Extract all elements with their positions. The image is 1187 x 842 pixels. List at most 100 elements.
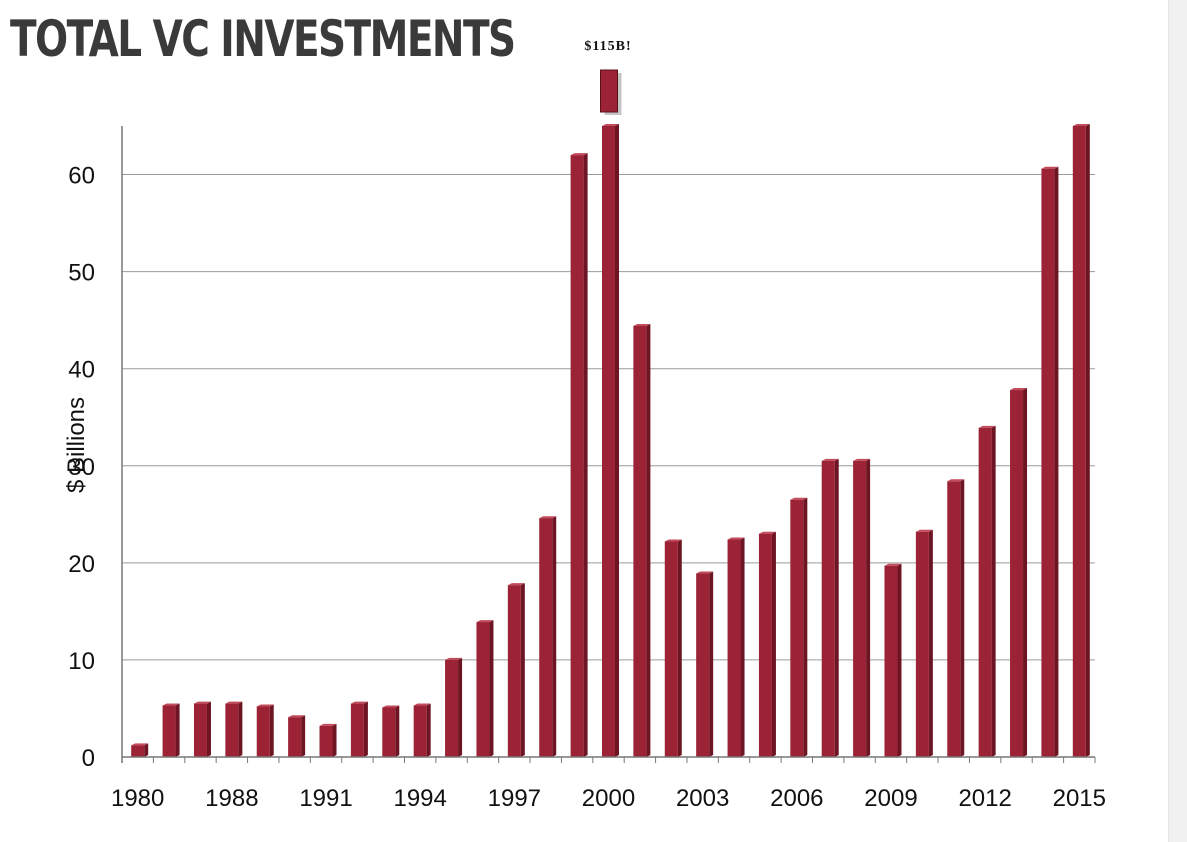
bar-side xyxy=(332,723,337,757)
bar xyxy=(978,425,996,757)
bar-top xyxy=(350,701,368,704)
x-tick-label: 2006 xyxy=(770,785,823,812)
bar-top xyxy=(915,529,933,532)
bar-face xyxy=(915,531,929,757)
bar-top xyxy=(288,715,306,718)
bar-top xyxy=(1041,166,1059,169)
bar-top xyxy=(978,425,996,428)
bar xyxy=(539,516,557,757)
bar-top xyxy=(507,583,525,586)
axes xyxy=(121,126,1096,763)
bar xyxy=(350,701,368,757)
bar xyxy=(570,153,588,758)
bar-top xyxy=(476,620,494,623)
bar xyxy=(382,705,400,757)
bar xyxy=(727,537,745,757)
bar-top xyxy=(225,701,243,704)
bar xyxy=(947,479,965,757)
bar-side xyxy=(426,703,431,757)
bar-face xyxy=(1010,390,1024,757)
bar-side xyxy=(740,537,745,757)
bar-face xyxy=(256,706,270,757)
bar xyxy=(1041,166,1059,757)
bar xyxy=(319,723,337,757)
y-tick-label: 40 xyxy=(68,357,95,384)
bar xyxy=(1010,388,1028,757)
bar-face xyxy=(853,460,867,757)
x-tick-label: 2015 xyxy=(1053,785,1106,812)
bar-face xyxy=(413,705,427,757)
bar-side xyxy=(269,704,274,757)
bar-side xyxy=(175,703,180,757)
bar-top xyxy=(319,723,337,726)
bar xyxy=(256,704,274,757)
bar-face xyxy=(947,481,961,757)
x-tick-label: 2000 xyxy=(582,785,635,812)
x-tick-label: 1988 xyxy=(205,785,258,812)
x-tick-label: 2003 xyxy=(676,785,729,812)
bar-face xyxy=(225,703,239,757)
y-tick-label: 60 xyxy=(68,163,95,190)
tick-labels: 0 10 20 30 40 50 60 1980 1988 1991 1994 1997 2000 200… xyxy=(68,163,1106,812)
bar-side xyxy=(144,743,149,757)
x-tick-label: 1991 xyxy=(299,785,352,812)
bar-top xyxy=(131,743,149,746)
bar-side xyxy=(395,705,400,757)
bar-top xyxy=(193,701,211,704)
bar-side xyxy=(520,583,525,757)
bar-face xyxy=(790,499,804,757)
bar xyxy=(821,458,839,757)
y-tick-label: 10 xyxy=(68,648,95,675)
bar xyxy=(915,529,933,757)
bar-side xyxy=(615,124,619,757)
bar-top xyxy=(790,497,808,500)
bar-top xyxy=(162,703,180,706)
bar-top xyxy=(570,153,588,156)
bar-face xyxy=(978,427,992,757)
bar xyxy=(413,703,431,757)
bar-side xyxy=(866,458,871,757)
bar-side xyxy=(960,479,965,757)
bar xyxy=(225,701,243,757)
bar-face xyxy=(884,565,898,757)
bar-top xyxy=(1072,124,1090,126)
bar-side xyxy=(803,497,808,757)
bar-top xyxy=(602,124,619,126)
bar-top xyxy=(884,563,902,566)
bar xyxy=(1072,124,1090,757)
y-tick-label: 20 xyxy=(68,551,95,578)
bar-side xyxy=(834,458,839,757)
bar xyxy=(507,583,525,757)
bar-face xyxy=(570,155,584,758)
bar xyxy=(758,531,776,757)
bar xyxy=(193,701,211,757)
bar-face xyxy=(696,573,710,757)
bar-face xyxy=(445,659,459,757)
bar-face xyxy=(131,745,145,757)
x-tick-label: 2009 xyxy=(864,785,917,812)
bar-face xyxy=(319,725,333,757)
bar-face xyxy=(193,703,207,757)
slide-title: TOTAL VC INVESTMENTS xyxy=(10,10,516,68)
bar-side xyxy=(991,425,996,757)
bar xyxy=(664,539,682,757)
bar-side xyxy=(897,563,902,757)
bar-top xyxy=(758,531,776,534)
x-tick-label: 1980 xyxy=(111,785,164,812)
bar-side xyxy=(458,657,463,757)
bar-side xyxy=(238,701,243,757)
callout-marker-bar xyxy=(600,69,618,113)
bar-top xyxy=(947,479,965,482)
x-tick-label: 2012 xyxy=(958,785,1011,812)
bar-face xyxy=(288,717,302,757)
side-scroll-strip xyxy=(1168,0,1187,842)
bar-top xyxy=(413,703,431,706)
bar-face xyxy=(758,533,772,757)
bar-top xyxy=(696,571,714,574)
bar-side xyxy=(1023,388,1028,757)
bar xyxy=(853,458,871,757)
bar-top xyxy=(382,705,400,708)
bar-top xyxy=(664,539,682,542)
bar-side xyxy=(206,701,211,757)
bar-face xyxy=(382,707,396,757)
